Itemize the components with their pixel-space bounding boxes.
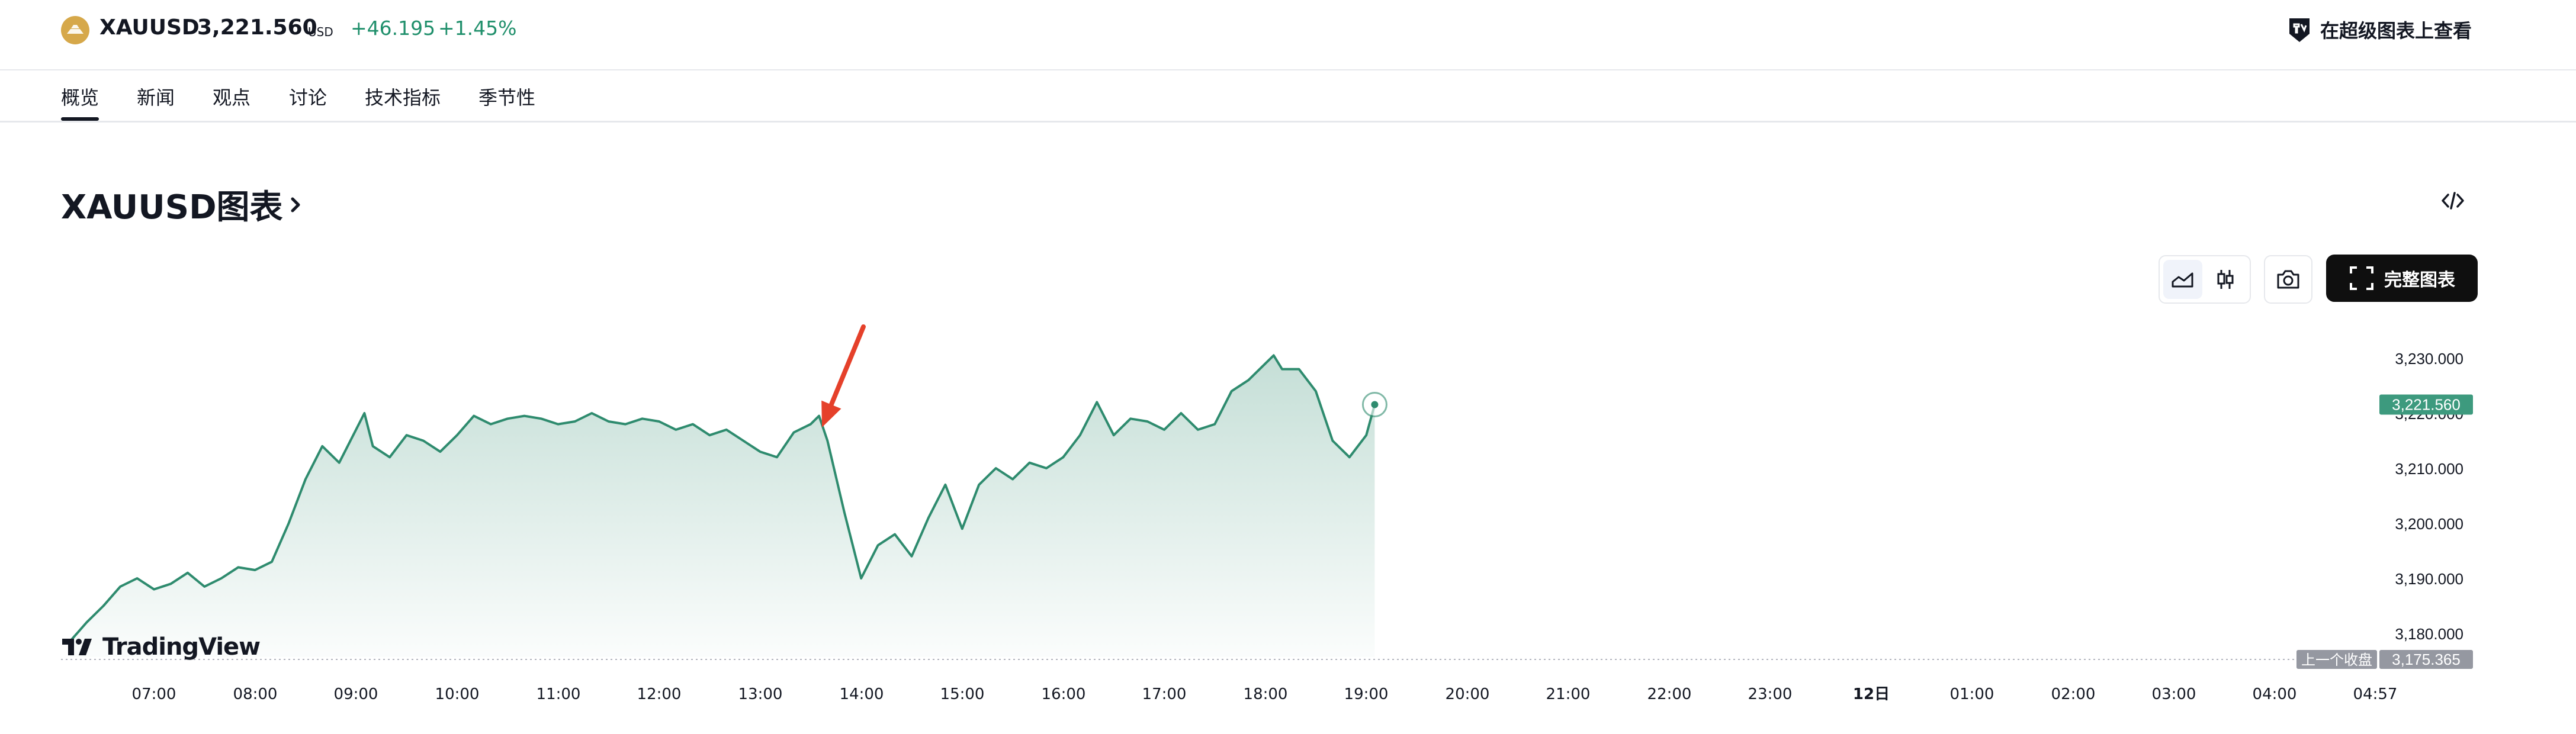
tab-overview[interactable]: 概览 (61, 83, 99, 121)
view-on-supercharts-link[interactable]: 在超级图表上查看 (2286, 13, 2472, 46)
last-price-badge-label: 3,221.560 (2392, 395, 2461, 413)
tradingview-logo-icon (62, 639, 92, 655)
area-chart-icon (2172, 272, 2193, 288)
chart-section-title: XAUUSD图表 (61, 188, 283, 227)
chevron-right-icon (291, 197, 300, 212)
x-axis-tick-label: 23:00 (1748, 685, 1793, 703)
x-axis-tick-label: 04:00 (2253, 685, 2297, 703)
full-chart-button[interactable]: 完整图表 (2326, 255, 2478, 302)
x-axis-tick-label: 15:00 (940, 685, 985, 703)
symbol-tabs: 概览 新闻 观点 讨论 技术指标 季节性 (0, 70, 2576, 123)
candlestick-icon (2217, 270, 2234, 289)
x-axis-tick-label: 01:00 (1950, 685, 1994, 703)
price-area-fill (69, 355, 1375, 657)
x-axis-tick-label: 12日 (1853, 685, 1890, 703)
supercharts-logo-icon (2289, 18, 2310, 42)
symbol-name: XAUUSD (99, 15, 200, 40)
previous-close-tag-label: 上一个收盘 (2301, 652, 2372, 668)
tab-news[interactable]: 新闻 (137, 86, 175, 109)
x-axis-tick-label: 03:00 (2152, 685, 2196, 703)
symbol-price: 3,221.560 (197, 15, 317, 40)
x-axis-tick-label: 02:00 (2051, 685, 2096, 703)
tab-technicals[interactable]: 技术指标 (365, 86, 441, 109)
tab-discussion[interactable]: 讨论 (289, 86, 327, 109)
x-axis-tick-label: 04:57 (2353, 685, 2398, 703)
tradingview-logo[interactable]: TradingView (61, 633, 261, 661)
price-change: +46.195 (351, 17, 436, 40)
candles-chart-button[interactable] (2206, 260, 2245, 299)
tab-ideas[interactable]: 观点 (213, 86, 251, 109)
fullscreen-icon (2350, 266, 2373, 290)
x-axis-tick-label: 21:00 (1546, 685, 1591, 703)
take-snapshot-button[interactable] (2264, 255, 2312, 304)
x-axis-tick-label: 16:00 (1042, 685, 1086, 703)
x-axis-tick-label: 12:00 (637, 685, 682, 703)
chart-section-title-link[interactable]: XAUUSD图表 (61, 181, 304, 228)
price-change-percent: +1.45% (438, 17, 517, 40)
annotation-arrow-head (821, 400, 841, 427)
tradingview-wordmark: TradingView (102, 633, 261, 661)
camera-icon (2277, 270, 2299, 289)
x-axis-tick-label: 08:00 (233, 685, 278, 703)
previous-close-value-badge (2379, 650, 2473, 669)
embed-code-button[interactable] (2439, 186, 2467, 215)
x-axis-tick-label: 17:00 (1142, 685, 1187, 703)
full-chart-label: 完整图表 (2384, 270, 2455, 291)
annotation-arrow-shaft (828, 324, 866, 407)
x-axis-tick-label: 10:00 (435, 685, 480, 703)
y-axis-tick-label: 3,210.000 (2395, 460, 2463, 478)
x-axis-tick-label: 13:00 (738, 685, 783, 703)
code-icon (2442, 192, 2464, 210)
x-axis-tick-label: 20:00 (1446, 685, 1490, 703)
y-axis-tick-label: 3,200.000 (2395, 515, 2463, 533)
x-axis-tick-label: 09:00 (334, 685, 378, 703)
symbol-header: XAUUSD 3,221.560 USD +46.195 +1.45% 在超级图… (0, 0, 2576, 70)
last-price-dot (1371, 401, 1379, 408)
x-axis-tick-label: 22:00 (1647, 685, 1692, 703)
y-axis-tick-label: 3,230.000 (2395, 350, 2463, 368)
x-axis-tick-label: 07:00 (132, 685, 176, 703)
price-series-line (69, 354, 1376, 643)
tab-seasonals[interactable]: 季节性 (478, 86, 536, 109)
previous-close-value-label: 3,175.365 (2392, 651, 2461, 668)
y-axis-tick-label: 3,190.000 (2395, 570, 2463, 588)
x-axis-tick-label: 19:00 (1344, 685, 1389, 703)
chart-type-switcher (2159, 255, 2251, 304)
x-axis-tick-label: 14:00 (840, 685, 884, 703)
area-chart-button[interactable] (2163, 260, 2202, 299)
y-axis-tick-label: 3,180.000 (2395, 625, 2463, 643)
view-on-supercharts-label: 在超级图表上查看 (2320, 20, 2472, 42)
previous-close-tag (2296, 650, 2377, 669)
x-axis-tick-label: 11:00 (537, 685, 581, 703)
gold-symbol-logo-icon (61, 16, 89, 44)
price-currency: USD (308, 25, 333, 39)
x-axis-tick-label: 18:00 (1244, 685, 1288, 703)
last-price-badge (2379, 394, 2473, 415)
